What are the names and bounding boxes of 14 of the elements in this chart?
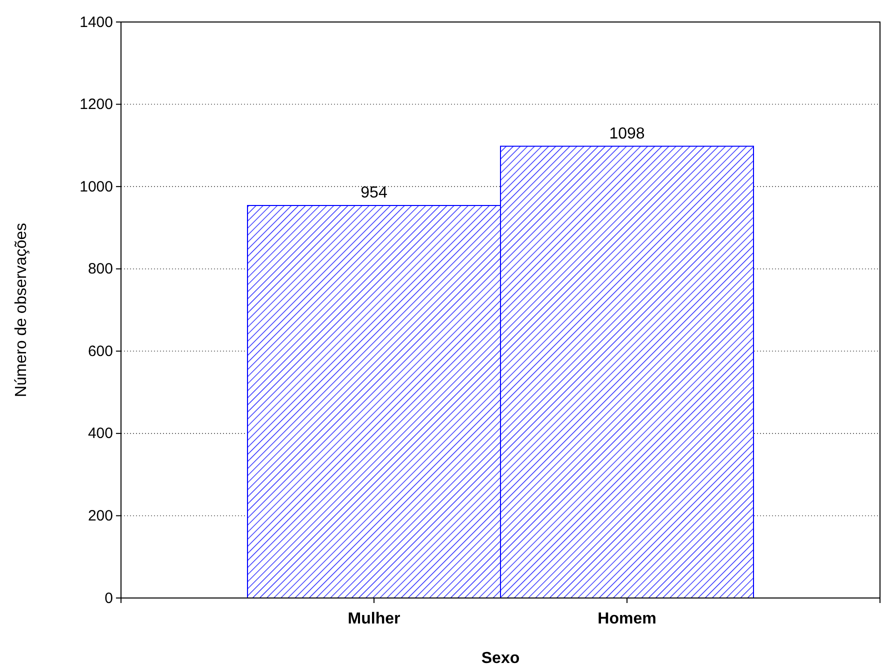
y-tick-label: 200: [88, 508, 113, 525]
y-tick-label: 600: [88, 342, 113, 360]
y-axis-title: Número de observações: [13, 222, 30, 398]
y-tick-label: 0: [104, 590, 113, 607]
x-tick-label: Homem: [598, 610, 656, 628]
data-label: 954: [360, 184, 388, 202]
x-axis-title: Sexo: [481, 650, 520, 667]
data-label: 1098: [609, 125, 645, 142]
y-tick-label: 1200: [80, 96, 113, 114]
y-tick-label: 1000: [80, 178, 113, 196]
y-tick-label: 1400: [80, 14, 113, 31]
x-tick-label: Mulher: [348, 610, 400, 628]
y-tick-label: 400: [88, 425, 113, 442]
y-tick-label: 800: [88, 260, 113, 278]
